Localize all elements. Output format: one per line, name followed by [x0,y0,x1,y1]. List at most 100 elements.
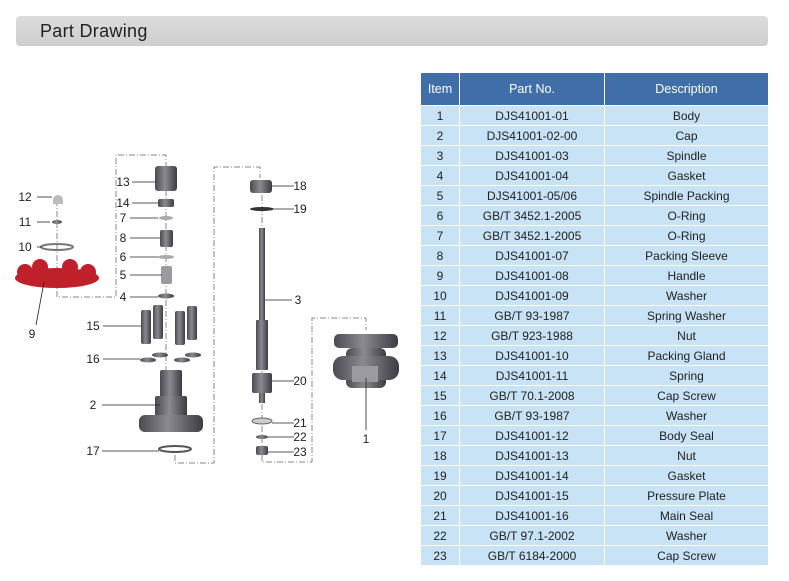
item-cell: 10 [420,285,460,306]
item-cell: 1 [420,105,460,126]
description-cell: Cap Screw [604,385,769,406]
part-no-cell: GB/T 93-1987 [459,405,605,426]
description-cell: O-Ring [604,225,769,246]
item-cell: 23 [420,545,460,566]
column-header: Item [420,72,460,106]
callout-leader [35,281,45,326]
description-cell: Cap Screw [604,545,769,566]
callout-label: 15 [86,319,100,333]
table-row: 23 GB/T 6184-2000 Cap Screw [420,545,769,566]
part-no-cell: GB/T 3452.1-2005 [459,225,605,246]
table-row: 22 GB/T 97.1-2002 Washer [420,525,769,546]
table-row: 17 DJS41001-12 Body Seal [420,425,769,446]
column-header: Description [604,72,769,106]
table-row: 21 DJS41001-16 Main Seal [420,505,769,526]
callout-label: 23 [293,445,307,459]
part-no-cell: GB/T 6184-2000 [459,545,605,566]
part-no-cell: DJS41001-01 [459,105,605,126]
item-cell: 16 [420,405,460,426]
table-row: 2 DJS41001-02-00 Cap [420,125,769,146]
callout-label: 7 [120,211,127,225]
callout-label: 16 [86,352,100,366]
table-row: 15 GB/T 70.1-2008 Cap Screw [420,385,769,406]
item-cell: 21 [420,505,460,526]
part-no-cell: DJS41001-10 [459,345,605,366]
table-row: 3 DJS41001-03 Spindle [420,145,769,166]
callout-label: 1 [363,432,370,446]
part-no-cell: DJS41001-14 [459,465,605,486]
table-row: 4 DJS41001-04 Gasket [420,165,769,186]
table-row: 16 GB/T 93-1987 Washer [420,405,769,426]
table-row: 5 DJS41001-05/06 Spindle Packing [420,185,769,206]
description-cell: Packing Gland [604,345,769,366]
part-no-cell: DJS41001-04 [459,165,605,186]
item-cell: 7 [420,225,460,246]
description-cell: Spindle [604,145,769,166]
part-no-cell: DJS41001-13 [459,445,605,466]
part-no-cell: GB/T 923-1988 [459,325,605,346]
item-cell: 2 [420,125,460,146]
description-cell: Packing Sleeve [604,245,769,266]
item-cell: 18 [420,445,460,466]
part-no-cell: DJS41001-09 [459,285,605,306]
callout-label: 6 [120,250,127,264]
callout-label: 18 [293,179,307,193]
callout-label: 20 [293,374,307,388]
section-title: Part Drawing [40,21,148,41]
part-no-cell: DJS41001-15 [459,485,605,506]
callout-label: 19 [293,202,307,216]
description-cell: Spring [604,365,769,386]
callout-label: 5 [120,268,127,282]
table-row: 6 GB/T 3452.1-2005 O-Ring [420,205,769,226]
description-cell: Nut [604,445,769,466]
table-row: 7 GB/T 3452.1-2005 O-Ring [420,225,769,246]
part-no-cell: DJS41001-16 [459,505,605,526]
part-no-cell: GB/T 97.1-2002 [459,525,605,546]
item-cell: 6 [420,205,460,226]
description-cell: Nut [604,325,769,346]
column-header: Part No. [459,72,605,106]
item-cell: 9 [420,265,460,286]
part-no-cell: DJS41001-05/06 [459,185,605,206]
item-cell: 20 [420,485,460,506]
description-cell: Cap [604,125,769,146]
item-cell: 5 [420,185,460,206]
table-row: 12 GB/T 923-1988 Nut [420,325,769,346]
item-cell: 13 [420,345,460,366]
table-row: 11 GB/T 93-1987 Spring Washer [420,305,769,326]
part-no-cell: DJS41001-08 [459,265,605,286]
description-cell: Washer [604,285,769,306]
description-cell: Main Seal [604,505,769,526]
description-cell: O-Ring [604,205,769,226]
callout-label: 22 [293,430,307,444]
callout-label: 3 [295,293,302,307]
part-no-cell: DJS41001-03 [459,145,605,166]
section-header: Part Drawing [16,16,768,46]
table-row: 19 DJS41001-14 Gasket [420,465,769,486]
part-no-cell: DJS41001-07 [459,245,605,266]
callout-label: 13 [116,175,130,189]
callout-label: 8 [120,231,127,245]
table-row: 8 DJS41001-07 Packing Sleeve [420,245,769,266]
callout-label: 10 [18,240,32,254]
part-no-cell: DJS41001-02-00 [459,125,605,146]
parts-table: Item Part No. Description 1 DJS41001-01 Body… [420,72,769,566]
table-row: 1 DJS41001-01 Body [420,105,769,126]
callout-label: 21 [293,416,307,430]
description-cell: Body Seal [604,425,769,446]
description-cell: Pressure Plate [604,485,769,506]
table-row: 18 DJS41001-13 Nut [420,445,769,466]
description-cell: Spring Washer [604,305,769,326]
table-row: 10 DJS41001-09 Washer [420,285,769,306]
item-cell: 15 [420,385,460,406]
item-cell: 14 [420,365,460,386]
description-cell: Body [604,105,769,126]
item-cell: 3 [420,145,460,166]
handle-illustration [15,259,99,288]
item-cell: 4 [420,165,460,186]
item-cell: 19 [420,465,460,486]
item-cell: 8 [420,245,460,266]
callout-label: 11 [19,215,32,229]
part-no-cell: GB/T 70.1-2008 [459,385,605,406]
